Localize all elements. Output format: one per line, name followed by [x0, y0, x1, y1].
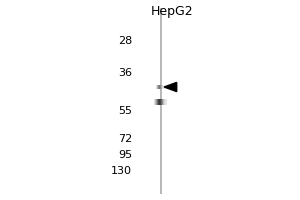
Text: 95: 95: [118, 150, 132, 160]
Text: 36: 36: [118, 68, 132, 78]
Text: HepG2: HepG2: [151, 5, 194, 18]
Polygon shape: [164, 82, 177, 92]
Text: 28: 28: [118, 36, 132, 46]
Text: 55: 55: [118, 106, 132, 116]
Text: 72: 72: [118, 134, 132, 144]
Text: 130: 130: [111, 166, 132, 176]
